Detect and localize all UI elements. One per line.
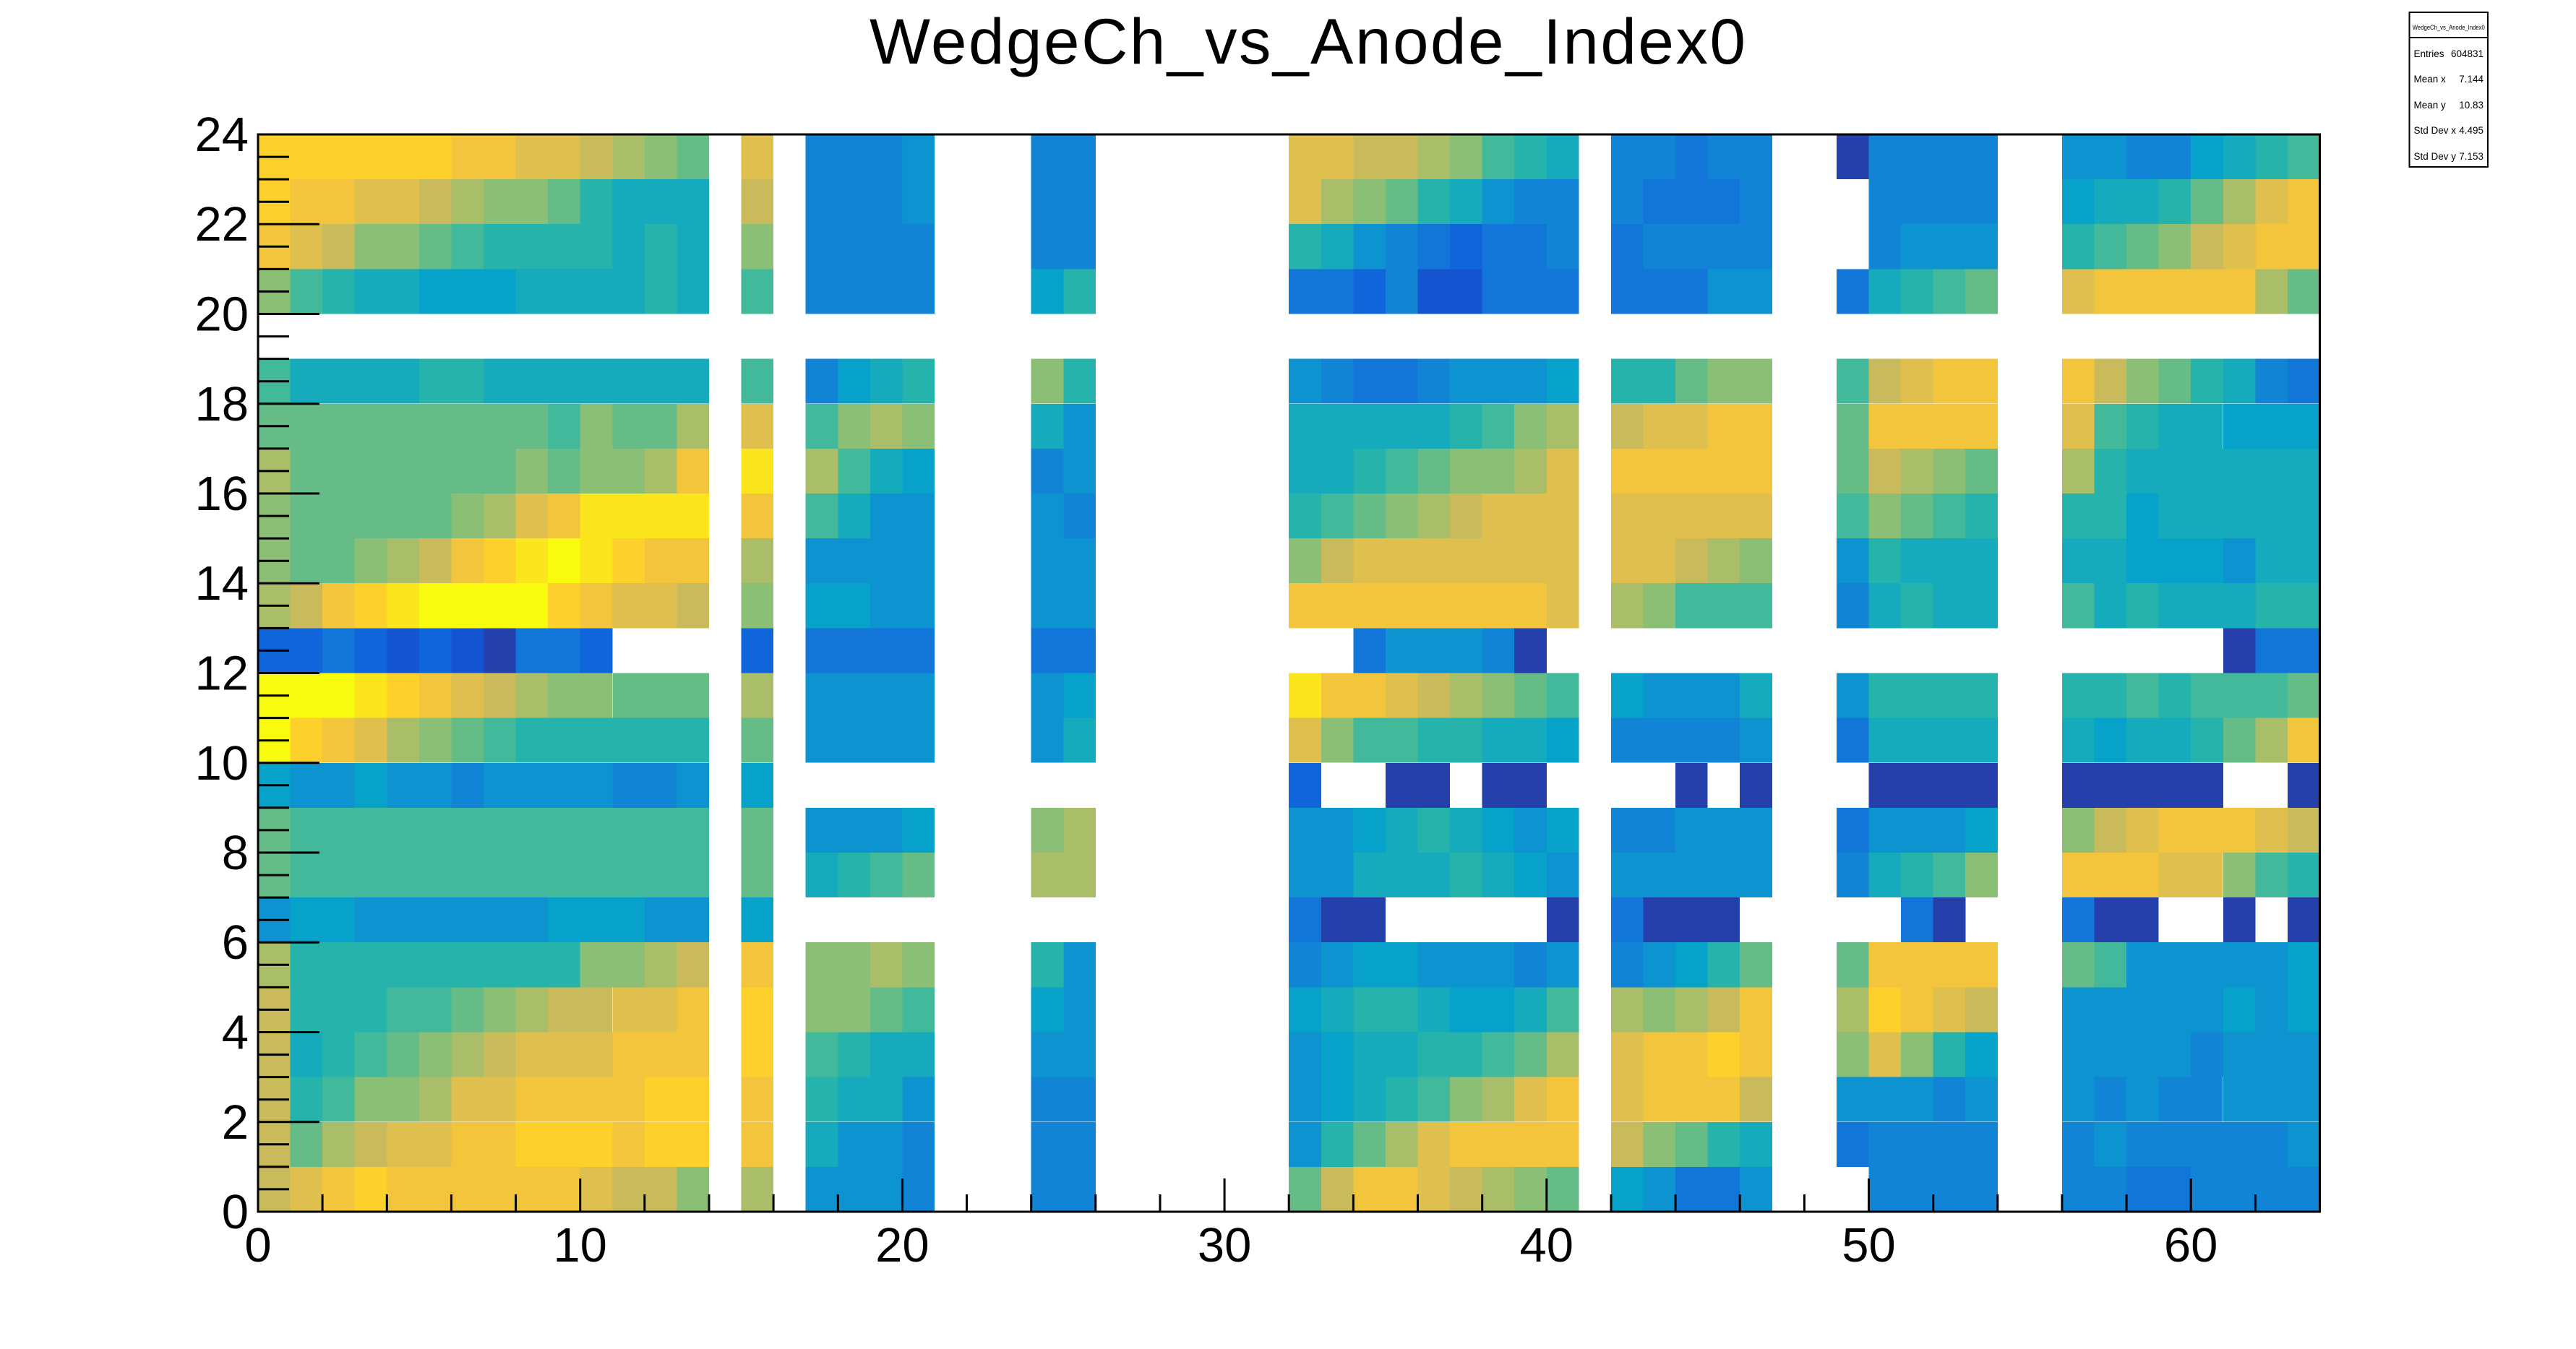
svg-text:Mean y: Mean y [2414,100,2447,111]
svg-text:12: 12 [194,647,249,701]
svg-text:24: 24 [194,108,249,162]
svg-text:40: 40 [1520,1218,1574,1272]
svg-text:Entries: Entries [2414,48,2444,59]
svg-text:604831: 604831 [2451,48,2483,59]
svg-text:WedgeCh_vs_Anode_Index0: WedgeCh_vs_Anode_Index0 [2413,24,2485,32]
svg-text:18: 18 [194,377,249,431]
svg-text:2: 2 [222,1095,249,1150]
svg-text:Mean x: Mean x [2414,74,2447,85]
svg-text:Std Dev x: Std Dev x [2414,125,2457,136]
svg-text:0: 0 [244,1218,271,1272]
svg-text:14: 14 [194,556,249,611]
svg-text:Std Dev y: Std Dev y [2414,151,2457,162]
svg-text:7.153: 7.153 [2459,151,2483,162]
svg-text:8: 8 [222,826,249,880]
svg-text:50: 50 [1842,1218,1896,1272]
svg-text:10: 10 [553,1218,607,1272]
svg-text:22: 22 [194,197,249,251]
svg-text:6: 6 [222,915,249,970]
svg-text:16: 16 [194,467,249,521]
svg-text:10.83: 10.83 [2459,100,2483,111]
svg-text:10: 10 [194,736,249,790]
svg-text:60: 60 [2164,1218,2218,1272]
svg-text:4: 4 [222,1006,249,1060]
svg-text:0: 0 [222,1185,249,1239]
svg-text:30: 30 [1198,1218,1252,1272]
svg-text:20: 20 [194,288,249,342]
svg-text:4.495: 4.495 [2459,125,2483,136]
svg-text:20: 20 [875,1218,929,1272]
svg-text:WedgeCh_vs_Anode_Index0: WedgeCh_vs_Anode_Index0 [870,5,1746,77]
svg-text:7.144: 7.144 [2459,74,2483,85]
